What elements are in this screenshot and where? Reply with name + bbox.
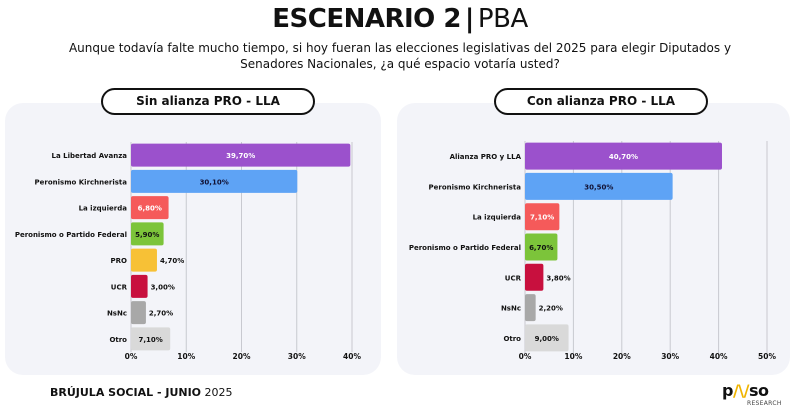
bar <box>131 143 351 167</box>
logo-wordmark: p/\/so <box>722 381 769 400</box>
pulso-logo: p/\/so RESEARCH <box>722 383 782 411</box>
category-label: Peronismo o Partido Federal <box>15 231 127 239</box>
data-label: 5,90% <box>135 231 159 239</box>
category-label: NsNc <box>107 310 127 318</box>
data-label: 9,00% <box>535 335 559 343</box>
bar <box>131 196 169 220</box>
x-tick-label: 0% <box>519 352 532 361</box>
x-tick-label: 40% <box>343 352 361 361</box>
title-separator: | <box>464 4 475 34</box>
category-label: La izquierda <box>79 205 128 213</box>
page-title: ESCENARIO 2 | PBA <box>0 2 800 36</box>
x-tick-label: 10% <box>177 352 195 361</box>
category-label: Peronismo o Partido Federal <box>409 244 521 252</box>
category-label: Peronismo Kirchnerista <box>429 183 522 191</box>
bar <box>131 248 157 272</box>
data-label: 6,70% <box>529 244 553 252</box>
data-label: 7,10% <box>138 336 162 344</box>
x-tick-label: 20% <box>613 352 631 361</box>
bar <box>525 172 673 200</box>
x-tick-label: 50% <box>758 352 776 361</box>
category-label: NsNc <box>501 305 521 313</box>
category-label: PRO <box>111 257 128 265</box>
bar <box>525 203 560 231</box>
data-label: 7,10% <box>530 214 554 222</box>
data-label: 3,80% <box>546 274 570 282</box>
bar <box>131 327 171 351</box>
bar <box>131 169 298 193</box>
logo-subtitle: RESEARCH <box>747 400 782 407</box>
x-tick-label: 30% <box>288 352 306 361</box>
data-label: 2,70% <box>149 310 173 318</box>
data-label: 30,50% <box>584 183 613 191</box>
x-tick-label: 10% <box>564 352 582 361</box>
data-label: 40,70% <box>609 153 638 161</box>
data-label: 6,80% <box>138 205 162 213</box>
bar <box>525 263 544 291</box>
bar <box>525 142 722 170</box>
title-region: PBA <box>477 4 528 34</box>
x-tick-label: 30% <box>661 352 679 361</box>
bar <box>131 274 148 298</box>
chart-title-con-alianza: Con alianza PRO - LLA <box>494 88 708 115</box>
bar <box>525 324 569 352</box>
chart-title-sin-alianza: Sin alianza PRO - LLA <box>101 88 315 115</box>
x-tick-label: 20% <box>233 352 251 361</box>
survey-question: Aunque todavía falte mucho tiempo, si ho… <box>68 41 732 71</box>
footer-source: BRÚJULA SOCIAL - JUNIO 2025 <box>50 386 233 399</box>
bar <box>525 294 536 322</box>
category-label: La Libertad Avanza <box>52 152 128 160</box>
data-label: 30,10% <box>200 178 229 186</box>
category-label: Peronismo Kirchnerista <box>35 178 128 186</box>
category-label: Otro <box>109 336 127 344</box>
category-label: UCR <box>111 283 128 291</box>
chart-sin-alianza: 0% 10% 20% 30% 40% La Libertad Avanza 39,70% Pe… <box>15 142 361 361</box>
bar <box>525 233 558 261</box>
category-label: La izquierda <box>473 214 522 222</box>
bar <box>131 301 146 325</box>
x-tick-label: 40% <box>710 352 728 361</box>
title-bold: ESCENARIO 2 <box>272 4 461 34</box>
category-label: Otro <box>503 335 521 343</box>
data-label: 4,70% <box>160 257 184 265</box>
footer-year: 2025 <box>204 386 233 399</box>
data-label: 3,00% <box>151 283 175 291</box>
chart-con-alianza: 0% 10% 20% 30% 40% 50% Alianza PRO y LLA 40,70%… <box>409 141 776 361</box>
category-label: Alianza PRO y LLA <box>450 153 522 161</box>
x-tick-label: 0% <box>125 352 138 361</box>
bar <box>131 222 164 246</box>
category-label: UCR <box>505 274 522 282</box>
data-label: 2,20% <box>539 305 563 313</box>
footer-source-bold: BRÚJULA SOCIAL - JUNIO <box>50 386 202 399</box>
data-label: 39,70% <box>226 152 255 160</box>
